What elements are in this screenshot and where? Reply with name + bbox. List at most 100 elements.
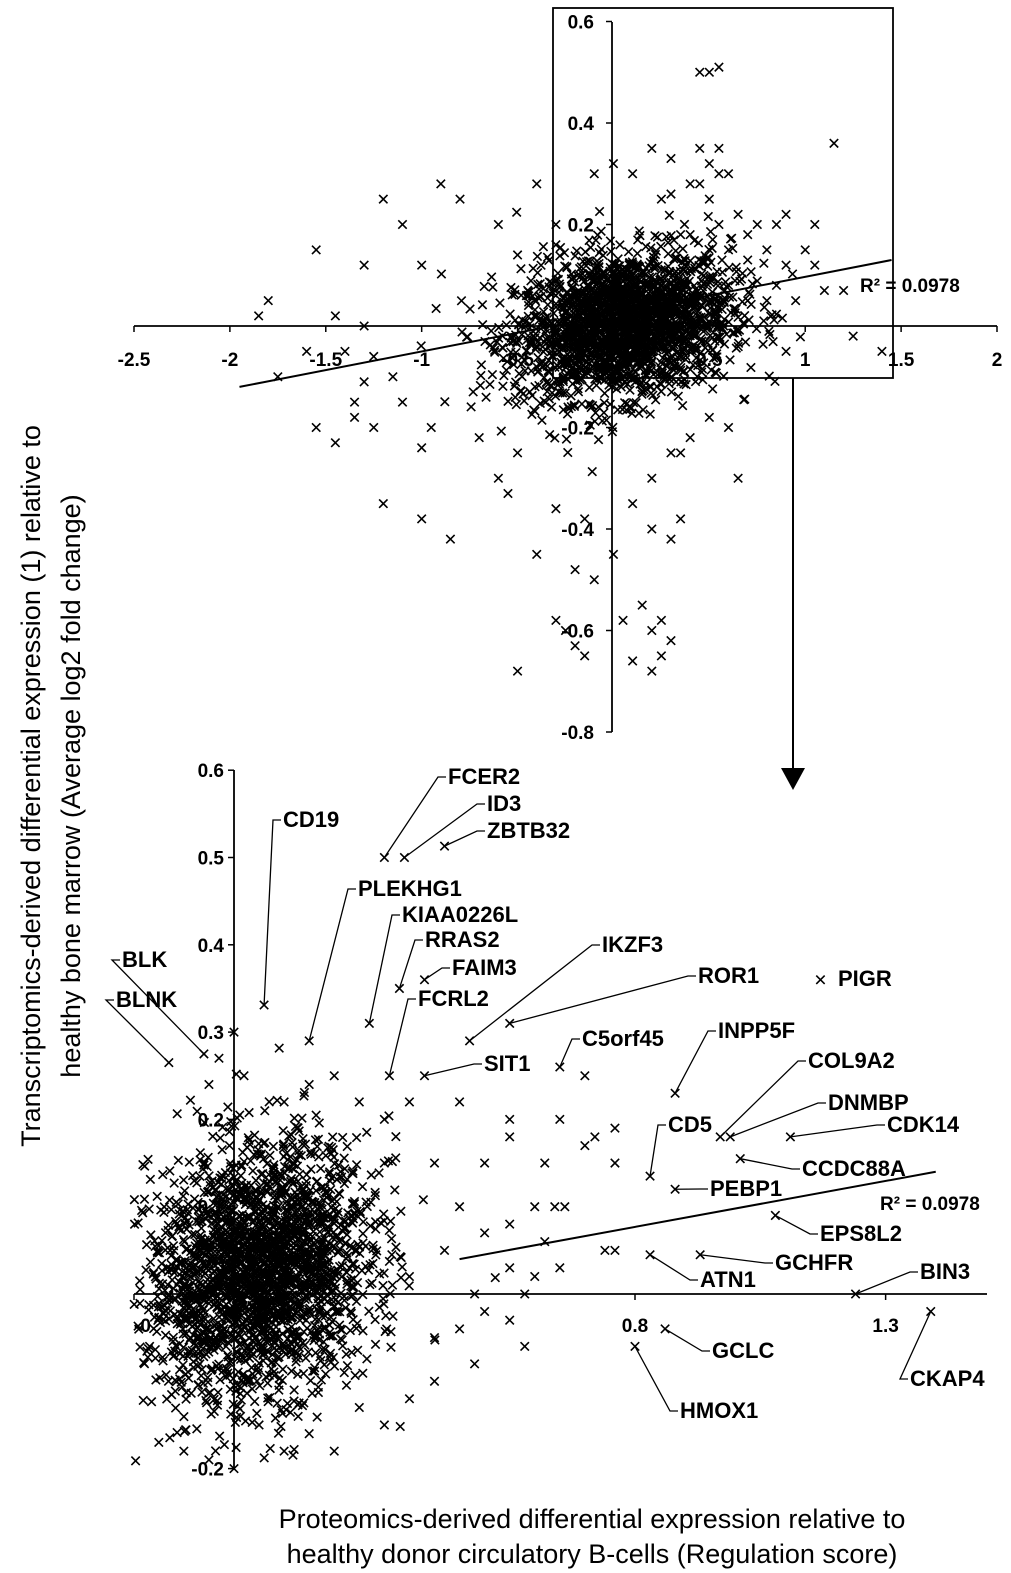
data-point	[666, 153, 676, 164]
leader-line-c5orf45	[559, 1038, 580, 1068]
data-point	[130, 1456, 141, 1466]
data-point	[316, 1375, 327, 1385]
data-point	[170, 1403, 181, 1413]
x-tick-label: -2.5	[118, 350, 151, 371]
data-point	[339, 1153, 349, 1163]
data-point	[666, 189, 676, 199]
data-point	[207, 1131, 218, 1142]
data-point	[358, 1368, 368, 1378]
data-point	[312, 1412, 322, 1422]
data-point	[196, 1370, 206, 1381]
data-point	[675, 448, 686, 458]
data-point	[555, 251, 565, 261]
data-point	[795, 332, 806, 342]
data-point	[759, 258, 769, 269]
data-point	[395, 1421, 405, 1432]
data-point	[714, 62, 724, 72]
data-point	[320, 1369, 331, 1379]
data-point	[178, 1360, 188, 1370]
leader-line-fcer2	[383, 776, 446, 858]
data-point	[178, 1175, 189, 1185]
y-tick-label: 0.2	[198, 1110, 224, 1131]
data-point	[504, 1132, 515, 1142]
data-point	[379, 1420, 390, 1430]
data-point	[511, 207, 522, 217]
data-point	[161, 1394, 172, 1404]
gene-label-pebp1: PEBP1	[710, 1176, 782, 1201]
data-point	[838, 285, 849, 296]
data-point	[704, 194, 715, 204]
data-point	[135, 1298, 145, 1309]
gene-label-cdk14: CDK14	[887, 1112, 960, 1137]
data-point	[351, 1132, 362, 1143]
y-tick-label: 0.4	[568, 114, 595, 135]
data-point	[456, 296, 467, 306]
data-point	[504, 1219, 515, 1229]
gene-label-zbtb32: ZBTB32	[487, 818, 570, 843]
data-point	[349, 412, 360, 423]
data-point	[477, 300, 488, 310]
data-point	[391, 1242, 401, 1252]
data-point	[357, 1181, 368, 1192]
leader-line-cd5	[649, 1124, 666, 1177]
data-point	[374, 1168, 384, 1178]
data-point	[298, 1368, 309, 1379]
data-point	[325, 1176, 335, 1186]
data-point	[206, 1409, 216, 1419]
data-point	[391, 1131, 401, 1142]
data-point	[354, 1097, 365, 1107]
data-point	[370, 1314, 380, 1325]
data-point	[264, 1370, 275, 1381]
gene-label-fcrl2: FCRL2	[418, 986, 489, 1011]
data-point	[274, 1385, 284, 1395]
data-point	[334, 1189, 345, 1199]
y-tick-label: 0.4	[198, 936, 225, 957]
data-point	[694, 67, 705, 78]
data-point	[787, 269, 798, 279]
data-point	[525, 387, 535, 397]
data-point	[139, 1194, 150, 1204]
data-point	[540, 1158, 550, 1168]
leader-line-hmox1	[634, 1346, 678, 1412]
data-point	[247, 1384, 257, 1394]
data-point	[378, 1280, 388, 1291]
data-point	[378, 498, 389, 509]
data-point	[762, 295, 772, 306]
data-point	[431, 303, 441, 314]
data-point	[185, 1095, 196, 1105]
x-axis-title-line-2: healthy donor circulatory B-cells (Regul…	[287, 1539, 898, 1569]
data-point	[666, 448, 676, 458]
data-point	[594, 206, 605, 217]
data-point	[129, 1194, 140, 1205]
data-point	[718, 371, 729, 381]
data-point	[531, 179, 542, 189]
data-point	[479, 1228, 490, 1238]
data-point	[457, 327, 467, 337]
gene-label-blk: BLK	[122, 947, 167, 972]
data-point	[694, 179, 705, 189]
data-point	[501, 365, 512, 375]
data-point	[329, 1070, 340, 1081]
data-point	[714, 143, 724, 154]
y-axis-title: Transcriptomics-derived differential exp…	[16, 425, 86, 1147]
leader-line-atn1	[649, 1254, 698, 1281]
data-point	[532, 251, 543, 262]
data-point	[551, 503, 561, 514]
data-point	[311, 422, 321, 433]
data-point	[354, 1402, 365, 1413]
data-point	[342, 1141, 352, 1152]
data-point	[713, 277, 723, 287]
data-point-dnmbp	[725, 1132, 736, 1142]
data-point	[559, 248, 570, 258]
data-point	[829, 138, 839, 149]
y-tick-label: 0.2	[568, 216, 594, 237]
data-point	[555, 1263, 565, 1273]
data-point	[183, 1367, 193, 1377]
data-point	[315, 1163, 326, 1174]
data-point	[454, 1201, 465, 1212]
data-point	[381, 1310, 391, 1321]
data-point	[219, 1439, 230, 1450]
data-point	[486, 326, 496, 336]
data-point	[166, 1204, 177, 1215]
gene-label-sit1: SIT1	[484, 1051, 530, 1076]
